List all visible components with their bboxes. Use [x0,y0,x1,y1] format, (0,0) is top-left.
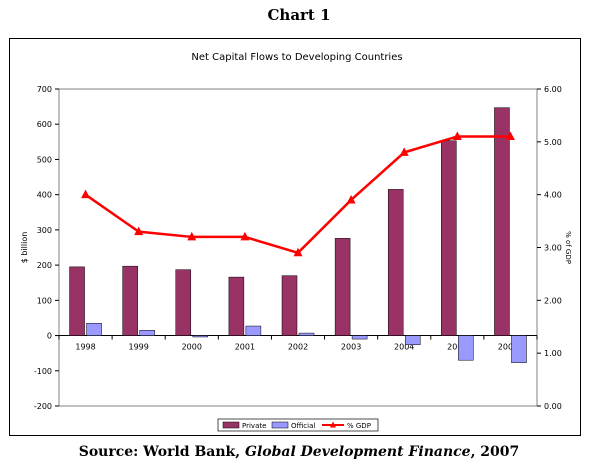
gdp-line [81,131,515,257]
x-tick-label: 2005 [447,343,467,352]
bars [69,107,527,363]
x-tick-label: 1998 [75,343,95,352]
bar-official [351,335,368,340]
y-axis-label: $ billion [20,232,29,264]
x-tick-label: 2001 [235,343,255,352]
source-prefix: Source: World Bank, [78,444,245,460]
legend-label-gdp: % GDP [347,422,371,430]
legend-label-private: Private [242,422,266,430]
y-tick-label: -200 [34,402,52,411]
gdp-point [81,189,91,199]
y-tick-label: 100 [37,296,52,305]
bar-private [334,238,351,336]
y2-tick-label: 3.00 [544,244,562,253]
bar-official [245,325,262,336]
y-tick-label: 500 [37,155,52,164]
x-tick-label: 2000 [182,343,202,352]
gdp-point [399,147,409,156]
gdp-point [240,231,250,241]
source-suffix: , 2007 [470,444,520,460]
bar-private [441,140,457,336]
bar-official [404,335,421,345]
gdp-point [134,226,144,236]
gdp-point [187,231,197,241]
legend-marker-gdp [330,421,336,428]
bar-private [387,189,404,336]
bar-official [298,332,315,336]
y-tick-label: 0 [47,332,52,341]
legend-swatch-private [222,421,240,429]
y2-tick-label: 5.00 [544,138,562,147]
y-tick-label: -100 [34,367,52,376]
chart: Net Capital Flows to Developing Countrie… [20,52,572,432]
bar-official [192,335,209,338]
source-publication: Global Development Finance [245,444,471,460]
bar-official [511,335,527,363]
gdp-point [505,131,515,141]
y-tick-label: 200 [37,261,52,270]
y2-tick-label: 0.00 [544,402,562,411]
y-tick-label: 400 [37,191,52,200]
legend: Private Official % GDP [217,418,379,432]
y2-tick-label: 2.00 [544,296,562,305]
chart-title: Net Capital Flows to Developing Countrie… [191,52,402,63]
bar-official [139,330,155,336]
gdp-point [346,194,356,204]
x-tick-label: 2003 [341,343,361,352]
axes: -200 -100 0 100 200 300 400 500 600 700 0.00 1.00 2.… [20,85,572,411]
y2-tick-label: 6.00 [544,85,562,94]
chart-area: Net Capital Flows to Developing Countrie… [9,38,581,436]
bar-official [86,322,102,336]
x-tick-label: 2004 [394,343,414,352]
legend-swatch-official [271,421,289,429]
y2-tick-label: 4.00 [544,191,562,200]
x-tick-label: 2006e [498,343,523,352]
legend-label-official: Official [291,422,315,430]
source-note: Source: World Bank, Global Development F… [0,444,598,460]
x-tick-label: 2002 [288,343,308,352]
y-tick-label: 700 [37,85,52,94]
y2-tick-label: 1.00 [544,349,562,358]
bar-private [494,107,510,336]
y-tick-label: 600 [37,120,52,129]
gdp-point [293,247,303,257]
x-tick-label: 1999 [128,343,148,352]
bar-official [458,335,474,361]
bar-private [281,275,298,336]
y-tick-label: 300 [37,226,52,235]
y2-axis-label: % of GDP [564,231,572,264]
bar-private [122,265,138,336]
gdp-point [452,131,462,141]
page-title: Chart 1 [267,6,331,24]
bar-private [175,269,192,336]
bar-private [228,276,245,336]
legend-box [217,418,379,432]
bar-private [69,266,85,336]
